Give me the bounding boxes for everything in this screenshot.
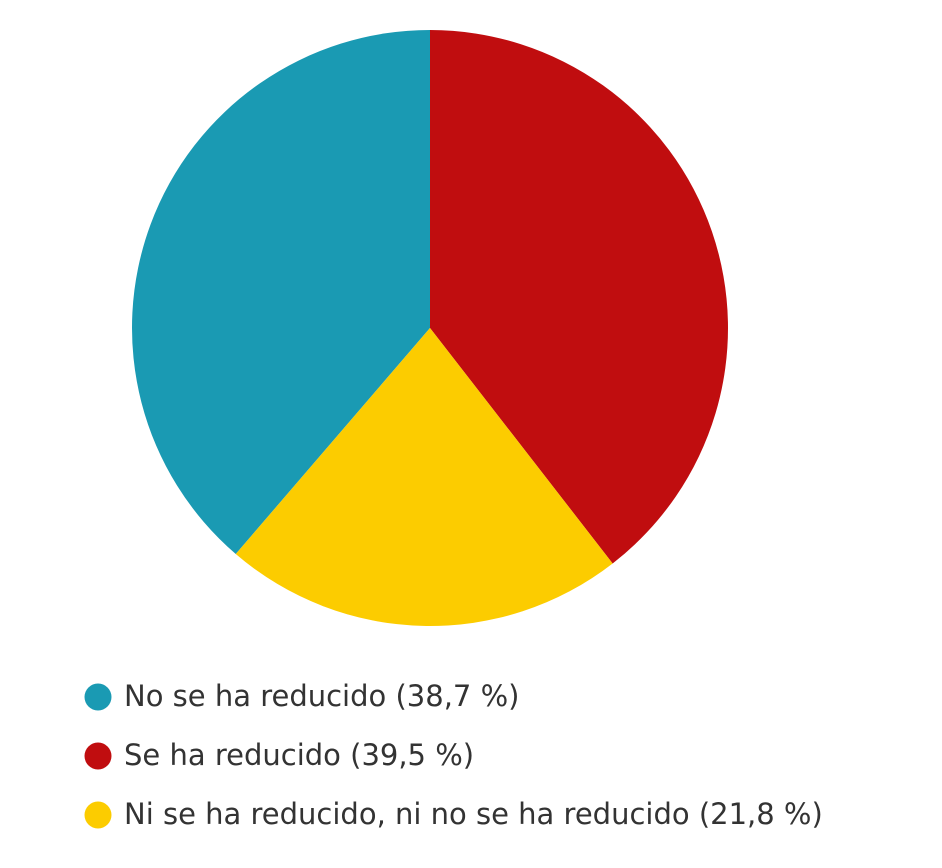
legend-label: Se ha reducido (39,5 %) (124, 738, 474, 772)
legend-marker (84, 742, 112, 770)
legend-label: No se ha reducido (38,7 %) (124, 679, 519, 713)
pie-slice (235, 328, 613, 626)
legend-marker (84, 683, 112, 711)
pie-slice (430, 30, 728, 564)
pie-slice (132, 30, 430, 554)
legend-label: Ni se ha reducido, ni no se ha reducido … (124, 797, 823, 831)
legend-marker (84, 801, 112, 829)
